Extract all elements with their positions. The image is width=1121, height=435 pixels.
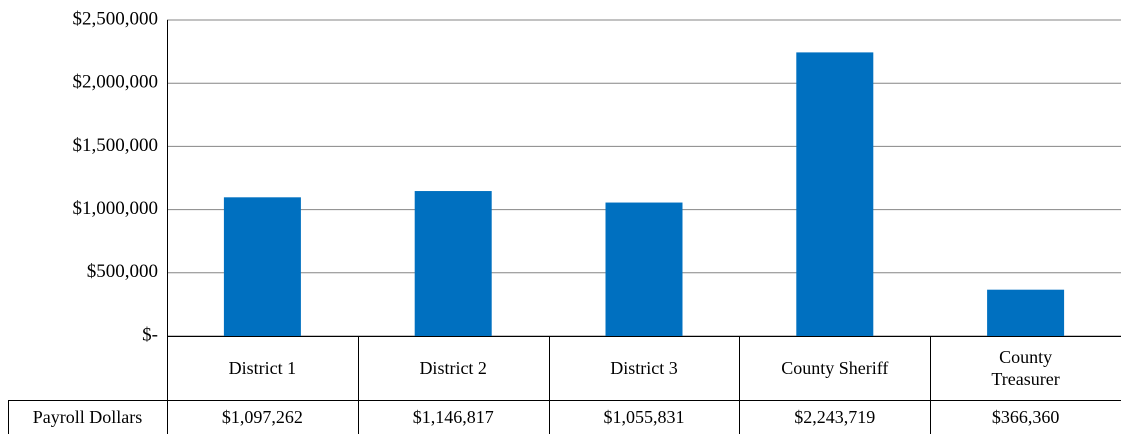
y-tick-label: $1,500,000 xyxy=(73,135,159,156)
data-label: $366,360 xyxy=(930,400,1121,434)
x-tick-label: County Sheriff xyxy=(739,336,930,400)
x-tick-label: District 3 xyxy=(549,336,740,400)
bar xyxy=(414,191,492,336)
bar xyxy=(605,202,683,336)
data-label: $2,243,719 xyxy=(739,400,930,434)
x-tick-label: District 1 xyxy=(167,336,358,400)
y-tick-label: $2,500,000 xyxy=(73,8,159,29)
data-label: $1,097,262 xyxy=(167,400,358,434)
x-tick-label-text: District 1 xyxy=(228,358,297,378)
bar xyxy=(987,289,1065,336)
data-label-text: $1,097,262 xyxy=(221,407,303,427)
y-tick-label: $2,000,000 xyxy=(73,72,159,93)
bar xyxy=(223,197,301,336)
x-tick-label-text: District 3 xyxy=(610,358,678,378)
y-tick-label: $1,000,000 xyxy=(73,198,159,219)
x-tick-label-text: County Treasurer xyxy=(991,347,1060,389)
data-label: $1,055,831 xyxy=(549,400,740,434)
data-label: $1,146,817 xyxy=(358,400,549,434)
y-tick-label: $- xyxy=(142,324,158,345)
data-label-text: $366,360 xyxy=(991,407,1060,427)
x-tick-label-text: County Sheriff xyxy=(781,358,889,378)
data-label-text: $1,055,831 xyxy=(603,407,685,427)
x-tick-label-text: District 2 xyxy=(419,358,487,378)
x-tick-label: County Treasurer xyxy=(930,336,1121,400)
legend-label-text: Payroll Dollars xyxy=(32,407,143,427)
legend-label: Payroll Dollars xyxy=(8,400,167,434)
bar xyxy=(796,52,874,336)
y-tick-label: $500,000 xyxy=(87,261,158,282)
data-label-text: $2,243,719 xyxy=(794,407,876,427)
data-label-text: $1,146,817 xyxy=(412,407,494,427)
x-tick-label: District 2 xyxy=(358,336,549,400)
